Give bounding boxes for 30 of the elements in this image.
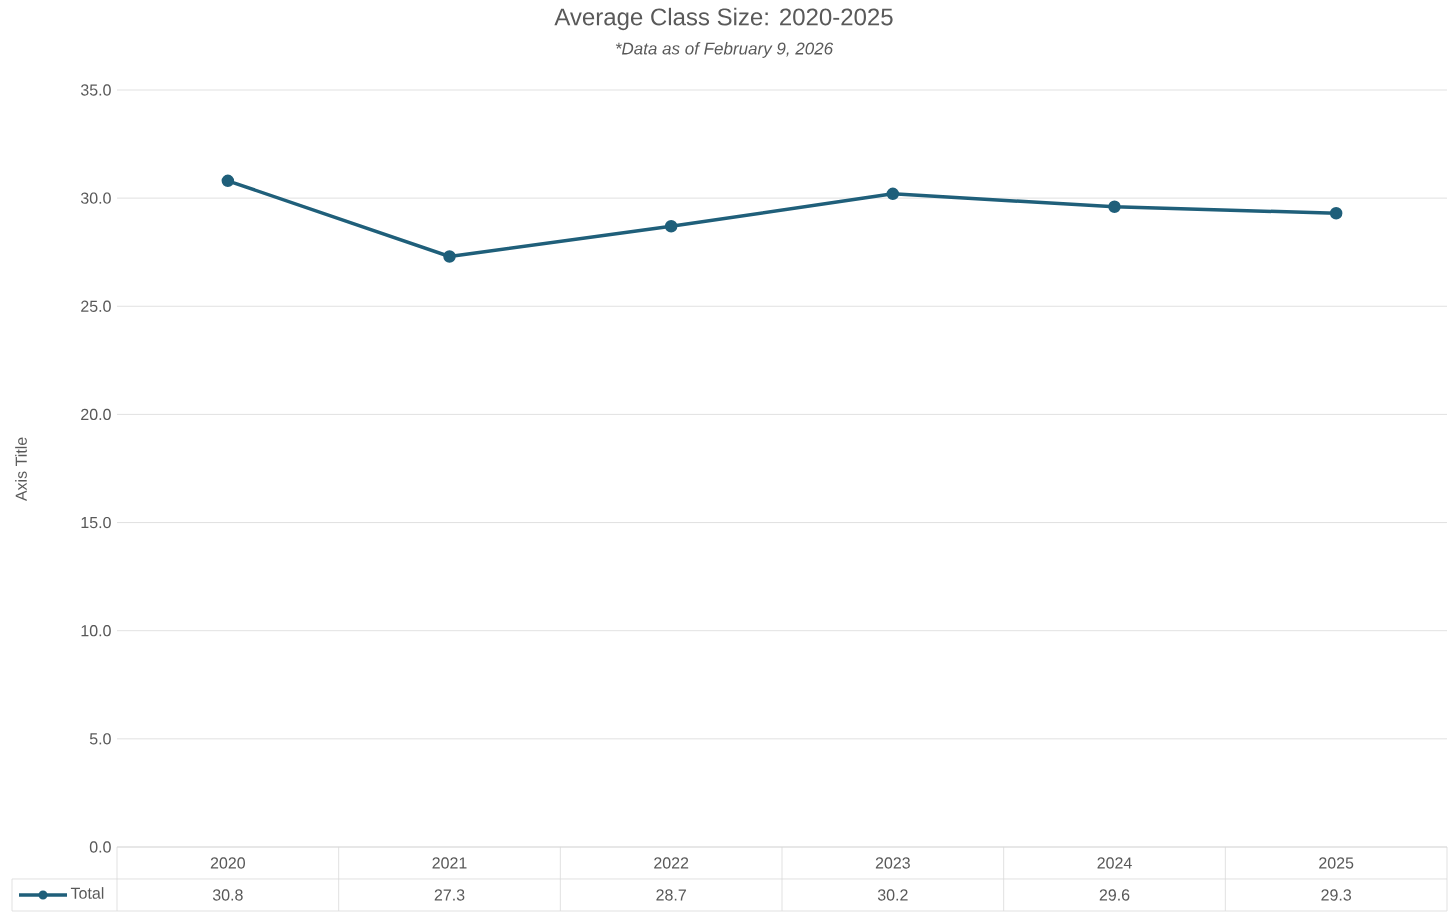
y-tick-label: 20.0: [81, 408, 111, 421]
x-tick-label: 2025: [1319, 857, 1354, 869]
point: [886, 187, 900, 201]
data-label: 30.8: [212, 889, 243, 901]
point: [1108, 200, 1121, 214]
y-tick-label: 30.0: [80, 192, 111, 204]
x-tick-label: 2024: [1097, 857, 1132, 869]
data-label: 28.7: [656, 889, 686, 901]
x-tick-label: 2021: [432, 857, 467, 869]
data-label: 29.6: [1099, 889, 1130, 901]
y-tick-label: 5.0: [89, 733, 111, 745]
point: [443, 250, 456, 263]
y-tick-label: 10.0: [81, 625, 111, 637]
y-tick-label: 0.0: [89, 841, 111, 853]
y-tick-label: 15.0: [81, 516, 111, 529]
x-tick-label: 2023: [875, 857, 910, 869]
legend-label: Total: [70, 887, 104, 899]
y-tick-label: 35.0: [80, 84, 111, 96]
data-label: 29.3: [1321, 889, 1352, 901]
point: [664, 220, 678, 233]
data-label: 27.3: [434, 889, 465, 901]
x-tick-label: 2022: [654, 857, 689, 869]
y-axis-title: Axis Title: [15, 437, 27, 502]
point: [221, 174, 235, 188]
x-tick-label: 2020: [210, 857, 245, 869]
y-tick-label: 25.0: [81, 300, 111, 312]
data-label: 30.2: [877, 889, 908, 901]
chart-subtitle: *Data as of February 9, 2026: [615, 42, 834, 58]
chart-title: Average Class Size: 2020-2025: [554, 7, 893, 31]
point: [1329, 207, 1343, 220]
